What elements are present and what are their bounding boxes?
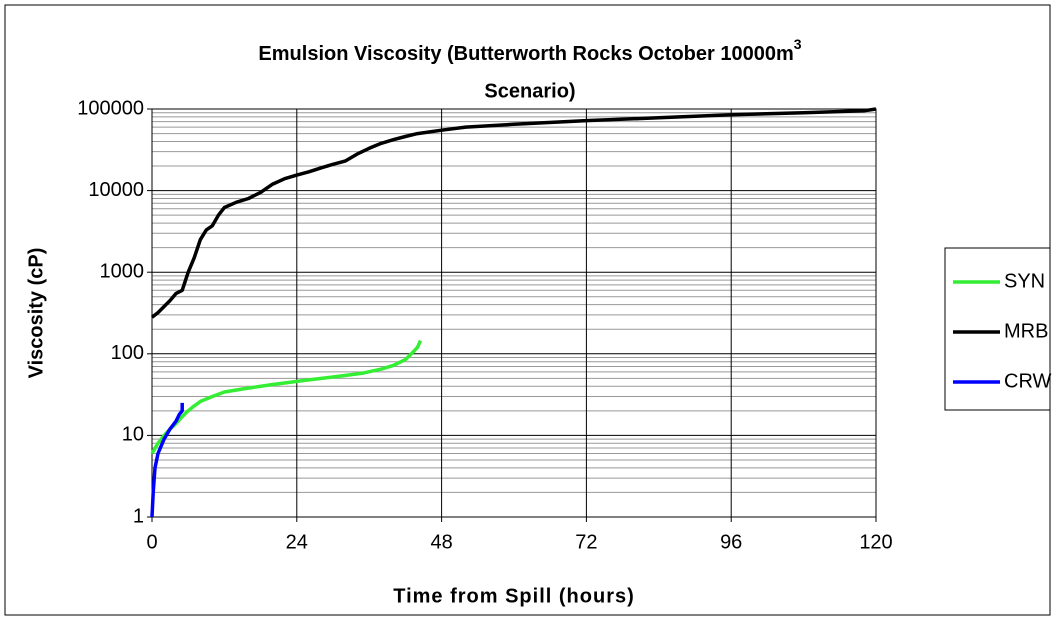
chart-title: Emulsion Viscosity (Butterworth Rocks Oc… <box>258 36 801 66</box>
plot-border <box>151 108 877 518</box>
x-tick-label: 72 <box>575 531 597 553</box>
x-tick-label: 96 <box>720 531 742 553</box>
title-line: Emulsion Viscosity (Butterworth Rocks Oc… <box>258 43 793 65</box>
plot-area <box>152 109 876 517</box>
y-tick-label: 100 <box>111 342 144 364</box>
x-tick-label: 48 <box>430 531 452 553</box>
legend-label: SYN <box>1004 270 1045 292</box>
y-tick-label: 10 <box>122 424 144 446</box>
y-tick-label: 10000 <box>88 179 144 201</box>
y-tick-label: 100000 <box>77 97 144 119</box>
chart-title: Scenario) <box>484 80 575 102</box>
legend-label: CRW <box>1004 370 1052 392</box>
y-axis-label: Viscosity (cP) <box>25 248 47 379</box>
y-tick-label: 1 <box>133 505 144 527</box>
x-tick-label: 24 <box>286 531 308 553</box>
title-superscript: 3 <box>794 36 802 52</box>
series-line <box>150 107 877 319</box>
series-line <box>150 402 184 518</box>
y-tick-label: 1000 <box>100 260 145 282</box>
legend-label: MRB <box>1004 320 1048 342</box>
x-tick-label: 120 <box>859 531 892 553</box>
x-tick-label: 0 <box>146 531 157 553</box>
x-axis-label: Time from Spill (hours) <box>393 585 635 607</box>
